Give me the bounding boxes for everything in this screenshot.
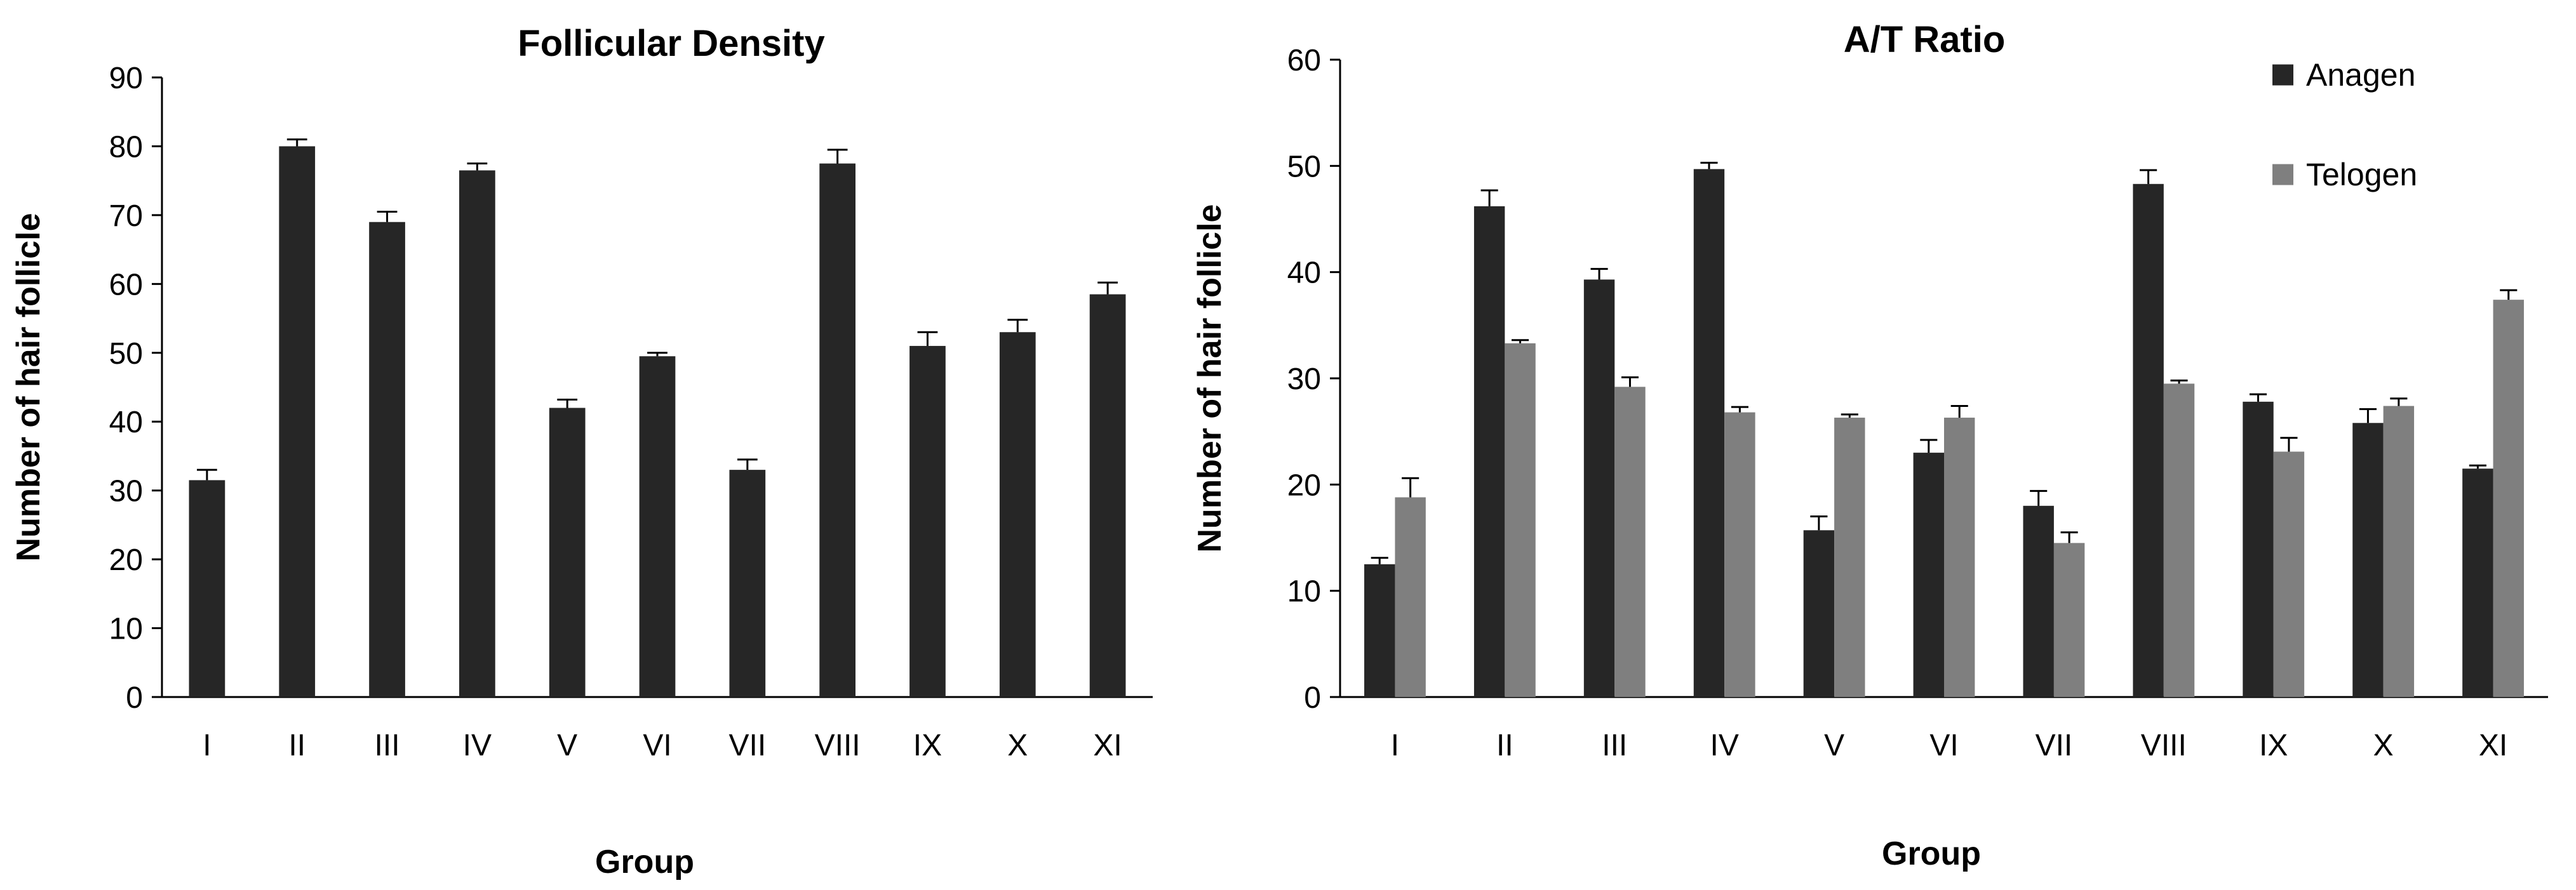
bar [1614,387,1646,697]
y-tick-label: 10 [1287,575,1321,609]
bar [1803,530,1835,697]
bar [1834,417,1865,697]
x-tick-label: I [203,729,211,762]
y-tick-label: 50 [1287,150,1321,183]
bar [729,470,766,697]
bar [1505,343,1536,697]
y-tick-label: 70 [109,199,143,233]
x-tick-label: VI [1929,729,1958,762]
bar [1944,417,1975,697]
x-tick-label: IV [463,729,492,762]
bar [1724,412,1755,697]
bar [2493,300,2524,697]
y-axis-label: Number of hair follicle [1191,204,1228,553]
x-tick-label: III [1602,729,1627,762]
x-axis-label: Group [595,844,694,880]
y-tick-label: 40 [109,406,143,439]
x-tick-label: VII [2036,729,2073,762]
bar [2163,383,2195,697]
bar [2462,468,2493,697]
x-tick-label: V [557,729,577,762]
bar [1913,453,1944,697]
x-tick-label: X [2373,729,2394,762]
bar [369,222,405,697]
bar [2023,505,2054,697]
y-tick-label: 30 [109,475,143,508]
x-axis-label: Group [1882,835,1981,872]
y-tick-label: 30 [1287,362,1321,396]
bar [1473,206,1505,697]
x-tick-label: VII [728,729,766,762]
y-axis-label: Number of hair follicle [10,213,47,562]
x-tick-label: VI [643,729,671,762]
bar [2383,406,2415,697]
x-tick-label: IX [913,729,942,762]
bar [2133,183,2164,697]
bar [1693,169,1725,697]
bar [189,480,225,697]
bar [2243,401,2274,697]
bar [2352,423,2384,697]
bar [1364,564,1395,697]
x-tick-label: II [288,729,305,762]
x-tick-label: VIII [2141,729,2187,762]
x-tick-label: XI [1093,729,1122,762]
y-tick-label: 20 [1287,468,1321,502]
x-tick-label: VIII [815,729,861,762]
bar [1395,497,1426,697]
y-tick-label: 0 [1304,681,1321,715]
y-tick-label: 10 [109,613,143,646]
x-tick-label: II [1496,729,1513,762]
x-tick-label: X [1007,729,1028,762]
y-tick-label: 20 [109,543,143,577]
legend-swatch [2272,64,2293,86]
chart-title: Follicular Density [518,23,824,64]
y-tick-label: 40 [1287,256,1321,290]
y-tick-label: 80 [109,130,143,164]
legend-label: Telogen [2306,157,2417,192]
x-tick-label: III [375,729,400,762]
x-tick-label: IV [1710,729,1739,762]
y-tick-label: 90 [109,62,143,95]
x-tick-label: V [1824,729,1844,762]
bar [819,163,855,697]
bar [459,170,495,697]
x-tick-label: XI [2479,729,2507,762]
bar [909,345,946,697]
legend-label: Anagen [2306,57,2415,93]
bar [1583,279,1615,697]
x-tick-label: I [1391,729,1399,762]
bar [639,356,676,697]
y-tick-label: 60 [1287,44,1321,77]
chart-title: A/T Ratio [1844,19,2006,60]
bar [549,408,586,697]
bar [2273,451,2305,697]
x-tick-label: IX [2259,729,2288,762]
bar [1089,294,1126,698]
legend-swatch [2272,164,2293,185]
bar [2053,543,2085,697]
bar [279,146,316,697]
y-tick-label: 50 [109,337,143,371]
y-tick-label: 0 [126,681,143,715]
bar [999,332,1036,697]
y-tick-label: 60 [109,268,143,302]
